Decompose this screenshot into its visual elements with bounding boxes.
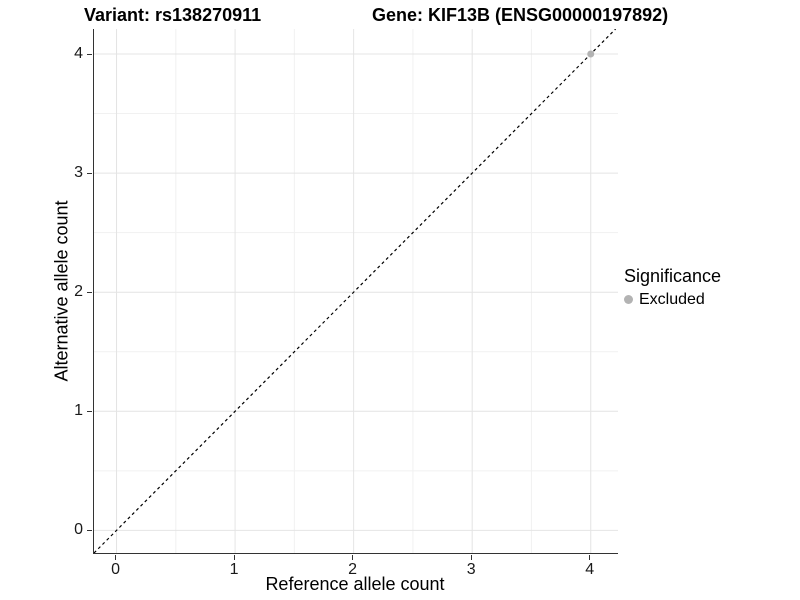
y-tick-mark bbox=[86, 53, 92, 55]
y-tick-mark bbox=[86, 291, 92, 293]
y-tick-mark bbox=[86, 172, 92, 174]
x-tick-mark bbox=[589, 554, 591, 560]
legend-title: Significance bbox=[624, 266, 722, 286]
y-tick-label: 3 bbox=[74, 164, 83, 182]
y-tick-label: 2 bbox=[74, 283, 83, 301]
variant-title: Variant: rs138270911 bbox=[84, 5, 262, 25]
plot-canvas bbox=[94, 29, 618, 553]
x-tick-mark bbox=[352, 554, 354, 560]
y-tick-mark bbox=[86, 529, 92, 531]
data-point-excluded bbox=[587, 50, 595, 58]
y-tick-label: 1 bbox=[74, 402, 83, 420]
y-tick-label: 4 bbox=[74, 45, 83, 62]
x-tick-mark bbox=[470, 554, 472, 560]
identity-dashed-line bbox=[94, 29, 617, 553]
plot-panel bbox=[93, 29, 618, 554]
y-tick-label: 0 bbox=[74, 521, 83, 539]
gene-title: Gene: KIF13B (ENSG00000197892) bbox=[372, 5, 669, 25]
y-tick-mark bbox=[86, 410, 92, 412]
excluded-point-icon bbox=[624, 295, 633, 304]
x-tick-label: 4 bbox=[585, 561, 595, 578]
x-tick-label: 1 bbox=[229, 561, 239, 578]
x-tick-label: 3 bbox=[466, 561, 476, 578]
legend: Significance Excluded bbox=[624, 266, 721, 309]
x-axis-title: Reference allele count bbox=[265, 574, 445, 594]
x-tick-mark bbox=[233, 554, 235, 560]
legend-item-excluded: Excluded bbox=[624, 290, 721, 309]
x-tick-label: 0 bbox=[111, 561, 120, 578]
x-tick-label: 2 bbox=[348, 561, 358, 578]
legend-item-label: Excluded bbox=[639, 291, 705, 308]
x-tick-mark bbox=[115, 554, 117, 560]
